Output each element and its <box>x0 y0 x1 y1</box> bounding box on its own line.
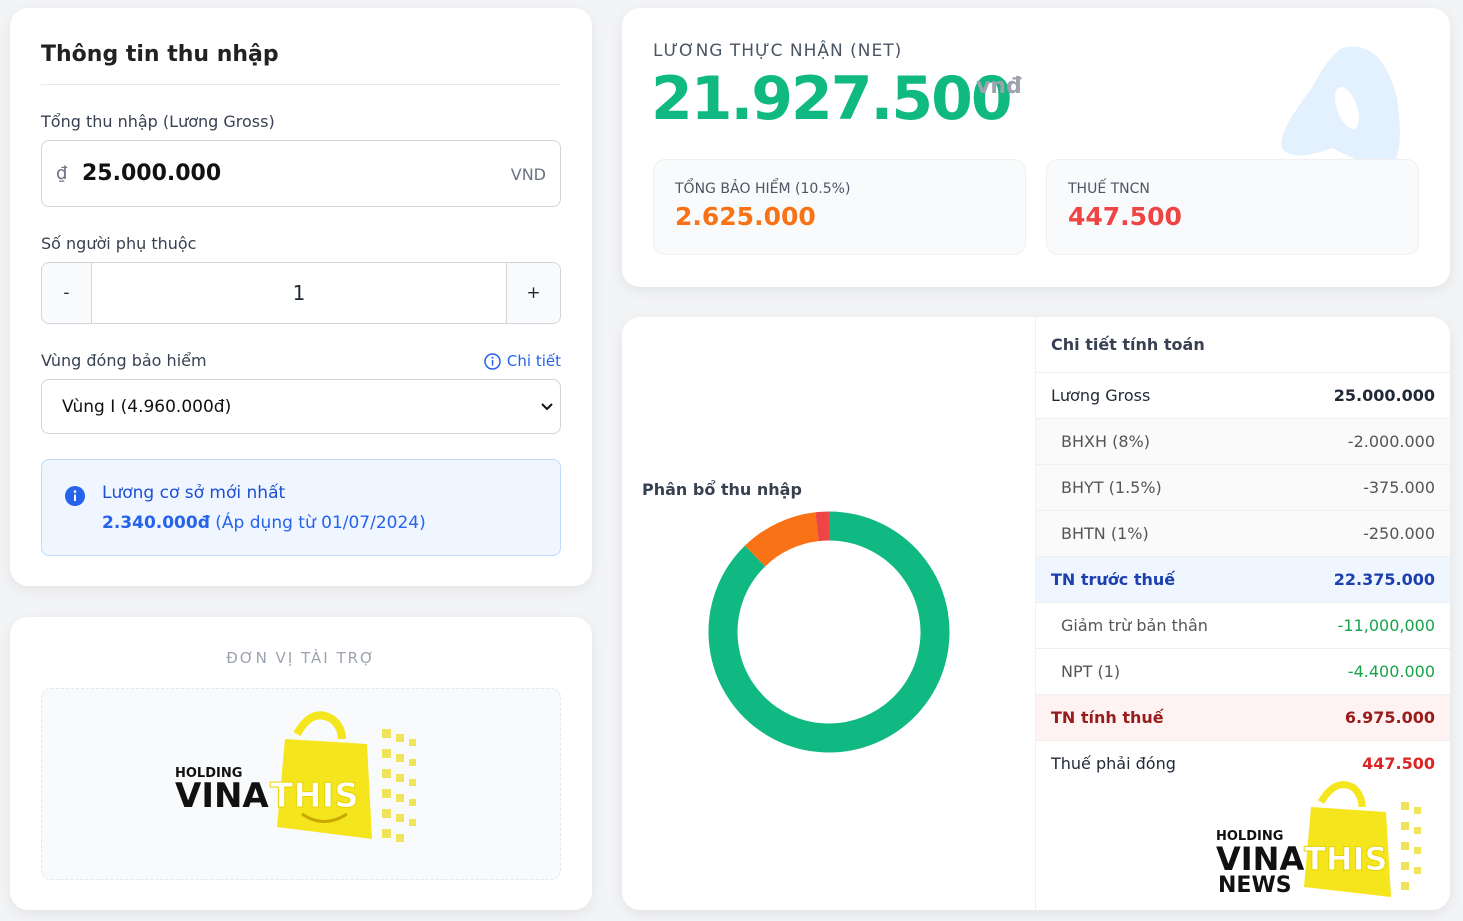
decoration <box>1281 46 1400 170</box>
details-panel: Chi tiết tính toán Lương Gross 25.000.000… <box>1035 317 1450 910</box>
notice-body: 2.340.000đ (Áp dụng từ 01/07/2024) <box>102 513 426 533</box>
notice-amount: 2.340.000đ <box>102 513 210 533</box>
tax-value: 447.500 <box>1068 202 1182 231</box>
row-label: BHTN (1%) <box>1061 524 1149 543</box>
sponsor-box: HOLDING VINA THIS <box>41 688 561 880</box>
row-label: Thuế phải đóng <box>1051 754 1176 773</box>
details-title: Chi tiết tính toán <box>1051 335 1205 354</box>
link-text[interactable]: Chi tiết <box>506 352 561 370</box>
row-label: Lương Gross <box>1051 386 1151 405</box>
stepper: - 1 + <box>41 262 561 324</box>
row-label: TN trước thuế <box>1051 570 1176 589</box>
logo-top: HOLDING <box>175 766 242 781</box>
row-value: 22.375.000 <box>1333 570 1435 589</box>
chart-title: Phân bổ thu nhập <box>642 480 802 499</box>
detail-link[interactable]: Chi tiết <box>484 352 561 370</box>
field-label: Vùng đóng bảo hiểm <box>41 351 207 370</box>
donut-segment <box>815 511 830 542</box>
stepper-value[interactable]: 1 <box>292 281 306 305</box>
row-value: -11,000,000 <box>1337 616 1435 635</box>
logo-right: THIS <box>270 776 359 816</box>
bag <box>277 739 372 839</box>
field-label: Tổng thu nhập (Lương Gross) <box>41 112 275 131</box>
minus-button[interactable]: - <box>42 263 92 323</box>
plus-button[interactable]: + <box>506 263 560 323</box>
sponsor-card: ĐƠN VỊ TÀI TRỢ HOLDING VINA THIS <box>10 617 592 910</box>
chevron <box>541 403 553 411</box>
region-select[interactable]: Vùng I (4.960.000đ) <box>41 379 561 434</box>
bag-handle <box>293 711 346 740</box>
net-value: 21.927.500 <box>651 64 1013 134</box>
row-value: 6.975.000 <box>1344 708 1435 727</box>
row-label: BHXH (8%) <box>1061 432 1150 451</box>
detail-row: BHTN (1%) -250.000 <box>1036 510 1450 556</box>
tax-box: THUẾ TNCN 447.500 <box>1046 159 1419 255</box>
info-icon <box>65 486 85 506</box>
input-value: 25.000.000 <box>82 161 222 186</box>
donut-chart <box>708 511 950 753</box>
bag-smile <box>301 812 348 823</box>
row-label: NPT (1) <box>1061 662 1121 681</box>
logo-bottom: NEWS <box>1218 873 1292 898</box>
select-value: Vùng I (4.960.000đ) <box>62 397 232 417</box>
row-label: TN tính thuế <box>1051 708 1164 727</box>
row-value: -4.400.000 <box>1347 662 1435 681</box>
donut-segment <box>708 511 950 753</box>
insurance-label: TỔNG BẢO HIỂM (10.5%) <box>675 181 851 197</box>
row-value: 25.000.000 <box>1333 386 1435 405</box>
logo-top: HOLDING <box>1216 829 1283 844</box>
notice-title: Lương cơ sở mới nhất <box>102 483 286 503</box>
row-value: -250.000 <box>1363 524 1435 543</box>
net-unit: vnđ <box>976 74 1022 99</box>
unit: VND <box>510 165 546 184</box>
card-title: Thông tin thu nhập <box>41 42 279 67</box>
row-value: -375.000 <box>1363 478 1435 497</box>
detail-row: BHYT (1.5%) -375.000 <box>1036 464 1450 510</box>
bag-handle <box>1317 781 1366 808</box>
detail-row: Lương Gross 25.000.000 <box>1036 372 1450 418</box>
detail-card: Phân bổ thu nhập Chi tiết tính toán Lươn… <box>622 317 1450 910</box>
logo-right: THIS <box>1304 840 1388 878</box>
watermark: HOLDING VINA THIS NEWS <box>1216 781 1421 898</box>
detail-row: NPT (1) -4.400.000 <box>1036 648 1450 694</box>
detail-row: Thuế phải đóng 447.500 <box>1036 740 1450 786</box>
row-label: BHYT (1.5%) <box>1061 478 1162 497</box>
divider <box>41 84 561 85</box>
row-label: Giảm trừ bản thân <box>1061 616 1208 635</box>
income-card: Thông tin thu nhập Tổng thu nhập (Lương … <box>10 8 592 586</box>
notice-note: (Áp dụng từ 01/07/2024) <box>215 513 426 533</box>
insurance-box: TỔNG BẢO HIỂM (10.5%) 2.625.000 <box>653 159 1026 255</box>
sponsor-logo: HOLDING VINA THIS <box>175 711 416 842</box>
logo-left: VINA <box>175 776 269 816</box>
logo-left: VINA <box>1216 840 1304 878</box>
field-label: Số người phụ thuộc <box>41 234 197 253</box>
row-value: -2.000.000 <box>1347 432 1435 451</box>
currency-symbol: ₫ <box>56 163 68 184</box>
summary-card: LƯƠNG THỰC NHẬN (NET) 21.927.500 vnđ TỔN… <box>622 8 1450 287</box>
net-label: LƯƠNG THỰC NHẬN (NET) <box>653 41 903 61</box>
info-icon <box>484 352 501 370</box>
tax-label: THUẾ TNCN <box>1068 181 1150 197</box>
detail-row: TN trước thuế 22.375.000 <box>1036 556 1450 602</box>
gross-input[interactable]: ₫ 25.000.000 VND <box>41 140 561 207</box>
insurance-value: 2.625.000 <box>675 202 816 231</box>
detail-row: Giảm trừ bản thân -11,000,000 <box>1036 602 1450 648</box>
donut-segment <box>744 512 820 567</box>
sponsor-title: ĐƠN VỊ TÀI TRỢ <box>226 649 376 667</box>
detail-row: BHXH (8%) -2.000.000 <box>1036 418 1450 464</box>
row-value: 447.500 <box>1362 754 1435 773</box>
logo-grid <box>382 729 416 842</box>
notice: Lương cơ sở mới nhất 2.340.000đ (Áp dụng… <box>41 459 561 556</box>
bag <box>1304 807 1391 897</box>
detail-row: TN tính thuế 6.975.000 <box>1036 694 1450 740</box>
